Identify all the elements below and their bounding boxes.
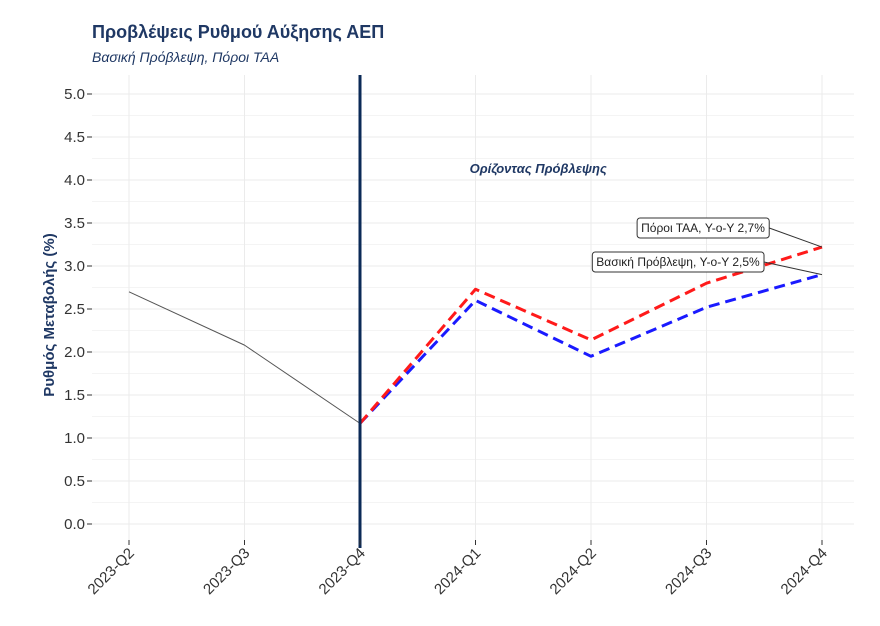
annotation-box: Πόροι ΤΑΑ, Y-o-Y 2,7% [636,217,823,248]
annotation-text: Βασική Πρόβλεψη, Y-o-Y 2,5% [596,255,760,269]
y-tick-label: 0.5 [64,473,85,490]
annotation-text: Πόροι ΤΑΑ, Y-o-Y 2,7% [641,221,765,235]
series-annotations: Πόροι ΤΑΑ, Y-o-Y 2,7% Βασική Πρόβλεψη, Y-… [591,217,823,276]
x-tick-label: 2024-Q3 [662,545,715,598]
annotation-leader [769,227,823,248]
gridlines [92,75,854,540]
x-axis-ticks: 2023-Q2 2023-Q3 2023-Q4 2024-Q1 2024-Q2 2024-… [85,540,831,598]
chart-subtitle: Βασική Πρόβλεψη, Πόροι ΤΑΑ [92,49,280,65]
x-tick-label: 2023-Q4 [316,545,369,598]
y-tick-label: 1.0 [64,430,85,447]
series-lines [128,245,823,425]
y-axis-label: Ρυθμός Μεταβολής (%) [41,233,58,396]
y-tick-label: 5.0 [64,86,85,103]
x-tick-label: 2024-Q1 [431,545,484,598]
y-tick-label: 2.0 [64,344,85,361]
series-line [128,291,361,424]
y-tick-label: 2.5 [64,301,85,318]
y-tick-label: 1.5 [64,387,85,404]
chart-title: Προβλέψεις Ρυθμού Αύξησης ΑΕΠ [92,22,385,42]
x-tick-label: 2024-Q4 [778,545,831,598]
forecast-horizon-label: Ορίζοντας Πρόβλεψης [470,161,607,176]
y-tick-label: 4.0 [64,172,85,189]
y-tick-label: 0.0 [64,516,85,533]
x-tick-label: 2024-Q2 [547,545,600,598]
y-tick-label: 3.0 [64,258,85,275]
x-tick-label: 2023-Q2 [85,545,138,598]
y-tick-label: 4.5 [64,129,85,146]
annotation-leader [763,261,823,276]
y-tick-label: 3.5 [64,215,85,232]
x-tick-label: 2023-Q3 [200,545,253,598]
annotation-box: Βασική Πρόβλεψη, Y-o-Y 2,5% [591,251,823,276]
series-line [358,273,823,425]
y-axis-ticks: 0.0 0.5 1.0 1.5 2.0 2.5 3.0 3.5 4.0 4.5 5.0 [64,86,92,533]
